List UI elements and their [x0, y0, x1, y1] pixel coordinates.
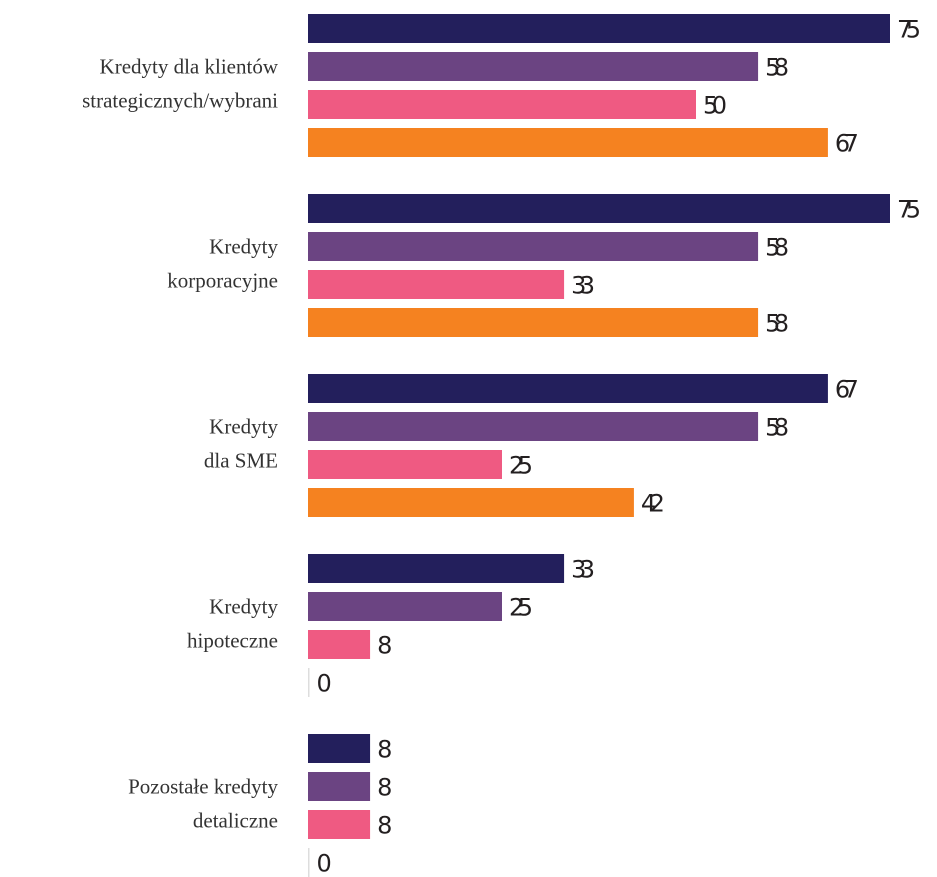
- category-label: Kredyty: [209, 594, 278, 618]
- value-label: 0: [317, 670, 332, 698]
- bar: [308, 630, 371, 659]
- category-label: detaliczne: [193, 808, 278, 832]
- value-label: 42: [641, 490, 665, 518]
- value-label: 25: [509, 594, 533, 622]
- value-label: 58: [765, 54, 789, 82]
- value-label: 0: [317, 850, 332, 877]
- value-label: 58: [765, 414, 789, 442]
- bar: [308, 14, 890, 43]
- category-label: Kredyty: [209, 414, 278, 438]
- value-label: 75: [897, 16, 921, 44]
- bar: [308, 554, 565, 583]
- value-label: 58: [765, 310, 789, 338]
- bar: [308, 90, 696, 119]
- bar: [308, 450, 502, 479]
- value-label: 8: [377, 632, 392, 660]
- bar: [308, 412, 759, 441]
- bar: [308, 488, 634, 517]
- bar: [308, 592, 502, 621]
- category-label: Kredyty: [209, 234, 278, 258]
- bar: [308, 668, 310, 697]
- value-label: 8: [377, 812, 392, 840]
- value-label: 75: [897, 196, 921, 224]
- category-label: korporacyjne: [167, 268, 278, 292]
- value-label: 25: [509, 452, 533, 480]
- value-label: 8: [377, 736, 392, 764]
- category-label: strategicznych/wybrani: [82, 88, 278, 112]
- value-label: 8: [377, 774, 392, 802]
- bar: [308, 232, 759, 261]
- bar: [308, 772, 371, 801]
- category-label: hipoteczne: [187, 628, 278, 652]
- bar: [308, 734, 371, 763]
- value-label: 33: [571, 272, 595, 300]
- bar: [308, 270, 565, 299]
- bar: [308, 810, 371, 839]
- bar: [308, 128, 828, 157]
- category-label: Pozostałe kredyty: [128, 774, 278, 798]
- value-label: 50: [703, 92, 727, 120]
- bar: [308, 308, 759, 337]
- value-label: 67: [835, 376, 859, 404]
- value-label: 58: [765, 234, 789, 262]
- value-label: 67: [835, 130, 859, 158]
- bar: [308, 194, 890, 223]
- bar: [308, 52, 759, 81]
- bar: [308, 848, 310, 877]
- category-label: Kredyty dla klientów: [100, 54, 279, 78]
- bar: [308, 374, 828, 403]
- value-label: 33: [571, 556, 595, 584]
- category-label: dla SME: [204, 448, 278, 472]
